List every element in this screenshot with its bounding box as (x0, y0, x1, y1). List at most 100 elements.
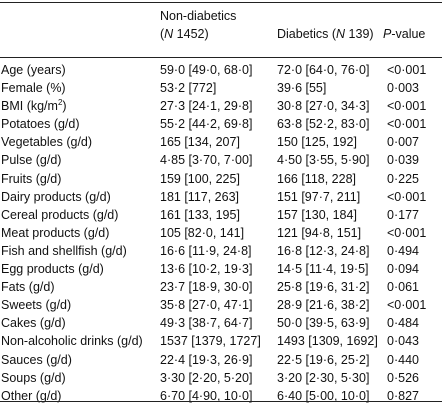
cell-p-value: 0·043 (387, 334, 419, 349)
cell-diabetic: 121 [94·8, 151] (277, 225, 362, 240)
cell-diabetic: 72·0 [64·0, 76·0] (277, 63, 370, 77)
cell-diabetic: 22·5 [19·6, 25·2] (277, 352, 370, 367)
table-row: Egg products (g/d) 13·6 [10·2, 19·3] 14·5 … (0, 260, 442, 278)
row-label: Sauces (g/d) (1, 352, 72, 367)
row-label: BMI (kg/m2) (1, 98, 67, 114)
cell-nondiabetic: 23·7 [18·9, 30·0] (160, 280, 253, 295)
cell-nondiabetic: 4·85 [3·70, 7·00] (160, 153, 253, 168)
cell-nondiabetic: 6·70 [4·90, 10·0] (160, 388, 253, 403)
cell-nondiabetic: 35·8 [27·0, 47·1] (160, 298, 253, 313)
cell-p-value: 0·440 (387, 352, 419, 367)
row-label: Fish and shellfish (g/d) (1, 243, 127, 258)
cell-p-value: 0·039 (387, 153, 419, 168)
cell-p-value: 0·061 (387, 280, 419, 295)
cell-p-value: 0·177 (387, 207, 419, 222)
cell-nondiabetic: 55·2 [44·2, 69·8] (160, 117, 253, 132)
cell-diabetic: 3·20 [2·30, 5·30] (277, 370, 370, 385)
cell-p-value: <0·001 (387, 63, 427, 77)
table-row: Age (years) 59·0 [49·0, 68·0] 72·0 [64·0, … (0, 61, 442, 79)
table-row: Fruits (g/d) 159 [100, 225] 166 [118, 228]… (0, 170, 442, 188)
header-nondiabetics-title: Non-diabetics (160, 9, 237, 23)
table-row: Soups (g/d) 3·30 [2·20, 5·20] 3·20 [2·30, … (0, 369, 442, 387)
table-row: Dairy products (g/d) 181 [117, 263] 151 [9… (0, 188, 442, 206)
header-p-value: P-value (383, 27, 426, 41)
cell-p-value: 0·827 (387, 388, 419, 403)
cell-diabetic: 151 [97·7, 211] (277, 189, 361, 204)
row-label: Other (g/d) (1, 388, 62, 403)
table-row: Fats (g/d) 23·7 [18·9, 30·0] 25·8 [19·6, 3… (0, 278, 442, 296)
row-label: Vegetables (g/d) (1, 135, 93, 150)
row-label: Female (%) (1, 81, 66, 96)
cell-p-value: <0·001 (387, 225, 427, 240)
cell-diabetic: 16·8 [12·3, 24·8] (277, 243, 370, 258)
cell-diabetic: 4·50 [3·55, 5·90] (277, 153, 370, 168)
table-row: Sauces (g/d) 22·4 [19·3, 26·9] 22·5 [19·6,… (0, 351, 442, 369)
cell-diabetic: 39·6 [55] (277, 81, 327, 96)
cell-diabetic: 50·0 [39·5, 63·9] (277, 316, 370, 331)
cell-diabetic: 6·40 [5·00, 10·0] (277, 388, 370, 403)
cell-nondiabetic: 59·0 [49·0, 68·0] (160, 63, 253, 77)
table-row: Other (g/d) 6·70 [4·90, 10·0] 6·40 [5·00, … (0, 387, 442, 405)
cell-diabetic: 1493 [1309, 1692] (277, 334, 378, 349)
cell-diabetic: 25·8 [19·6, 31·2] (277, 280, 370, 295)
cell-nondiabetic: 1537 [1379, 1727] (160, 334, 261, 349)
cell-nondiabetic: 159 [100, 225] (160, 171, 240, 186)
cell-nondiabetic: 165 [134, 207] (160, 135, 240, 150)
cell-p-value: 0·007 (387, 135, 419, 150)
header-nondiabetics-n: (N 1452) (160, 27, 209, 41)
table-row: Cereal products (g/d) 161 [133, 195] 157 [… (0, 206, 442, 224)
row-label: Dairy products (g/d) (1, 189, 111, 204)
cell-diabetic: 157 [130, 184] (277, 207, 357, 222)
cell-p-value: <0·001 (387, 189, 427, 204)
top-rule (0, 2, 442, 3)
header-diabetics: Diabetics (N 139) (277, 27, 374, 41)
cell-nondiabetic: 27·3 [24·1, 29·8] (160, 99, 253, 114)
row-label: Pulse (g/d) (1, 153, 62, 168)
cell-p-value: 0·484 (387, 316, 419, 331)
cell-nondiabetic: 105 [82·0, 141] (160, 225, 245, 240)
row-label: Meat products (g/d) (1, 225, 110, 240)
header-rule (0, 57, 442, 58)
cell-p-value: 0·526 (387, 370, 419, 385)
table-row: Non-alcoholic drinks (g/d) 1537 [1379, 17… (0, 332, 442, 350)
row-label: Cereal products (g/d) (1, 207, 119, 222)
table-row: Potatoes (g/d) 55·2 [44·2, 69·8] 63·8 [52·… (0, 115, 442, 133)
cell-diabetic: 63·8 [52·2, 83·0] (277, 117, 370, 132)
cell-nondiabetic: 181 [117, 263] (160, 189, 240, 204)
row-label: Soups (g/d) (1, 370, 66, 385)
cell-p-value: 0·494 (387, 243, 419, 258)
cell-p-value: <0·001 (387, 298, 427, 313)
cell-p-value: <0·001 (387, 99, 427, 114)
cell-nondiabetic: 22·4 [19·3, 26·9] (160, 352, 253, 367)
table-row: Fish and shellfish (g/d) 16·6 [11·9, 24·8… (0, 242, 442, 260)
row-label: Fruits (g/d) (1, 171, 62, 186)
table-row: Sweets (g/d) 35·8 [27·0, 47·1] 28·9 [21·6,… (0, 296, 442, 314)
cell-p-value: 0·094 (387, 262, 419, 277)
cell-nondiabetic: 161 [133, 195] (160, 207, 240, 222)
cell-diabetic: 30·8 [27·0, 34·3] (277, 99, 370, 114)
table-row: Meat products (g/d) 105 [82·0, 141] 121 [9… (0, 224, 442, 242)
table-row: Vegetables (g/d) 165 [134, 207] 150 [125, … (0, 133, 442, 151)
cell-nondiabetic: 13·6 [10·2, 19·3] (160, 262, 253, 277)
table-row: Female (%) 53·2 [772] 39·6 [55] 0·003 (0, 79, 442, 97)
table-body: Age (years) 59·0 [49·0, 68·0] 72·0 [64·0, … (0, 61, 442, 405)
cell-p-value: <0·001 (387, 117, 427, 132)
header-nondiabetics: Non-diabetics (N 1452) (160, 7, 236, 43)
cell-nondiabetic: 16·6 [11·9, 24·8] (160, 243, 252, 258)
cell-diabetic: 150 [125, 192] (277, 135, 357, 150)
row-label: Potatoes (g/d) (1, 117, 80, 132)
cell-diabetic: 14·5 [11·4, 19·5] (277, 262, 369, 277)
cell-nondiabetic: 3·30 [2·20, 5·20] (160, 370, 253, 385)
row-label: Fats (g/d) (1, 280, 55, 295)
row-label: Cakes (g/d) (1, 316, 66, 331)
cell-nondiabetic: 53·2 [772] (160, 81, 217, 96)
cell-nondiabetic: 49·3 [38·7, 64·7] (160, 316, 253, 331)
row-label: Non-alcoholic drinks (g/d) (1, 334, 143, 349)
table-row: BMI (kg/m2) 27·3 [24·1, 29·8] 30·8 [27·0, … (0, 97, 442, 115)
row-label: Sweets (g/d) (1, 298, 72, 313)
table-row: Pulse (g/d) 4·85 [3·70, 7·00] 4·50 [3·55, … (0, 151, 442, 169)
cell-p-value: 0·225 (387, 171, 419, 186)
row-label: Egg products (g/d) (1, 262, 104, 277)
row-label: Age (years) (1, 63, 66, 77)
table-row: Cakes (g/d) 49·3 [38·7, 64·7] 50·0 [39·5, … (0, 314, 442, 332)
